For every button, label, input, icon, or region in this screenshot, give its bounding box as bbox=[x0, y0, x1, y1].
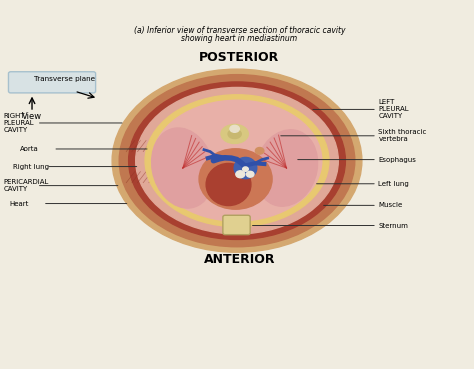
Text: showing heart in mediastinum: showing heart in mediastinum bbox=[181, 34, 297, 43]
FancyBboxPatch shape bbox=[223, 215, 250, 235]
Text: Esophagus: Esophagus bbox=[378, 156, 416, 163]
Text: Left lung: Left lung bbox=[378, 181, 409, 187]
Ellipse shape bbox=[145, 95, 329, 227]
Ellipse shape bbox=[199, 149, 272, 209]
Ellipse shape bbox=[255, 130, 318, 206]
Ellipse shape bbox=[119, 75, 355, 247]
Text: LEFT
PLEURAL
CAVITY: LEFT PLEURAL CAVITY bbox=[378, 99, 409, 120]
Ellipse shape bbox=[234, 158, 257, 179]
Text: Heart: Heart bbox=[10, 200, 29, 207]
Text: POSTERIOR: POSTERIOR bbox=[199, 51, 280, 63]
Ellipse shape bbox=[221, 124, 248, 144]
Ellipse shape bbox=[152, 100, 322, 221]
Ellipse shape bbox=[152, 128, 214, 208]
Text: RIGHT
PLEURAL
CAVITY: RIGHT PLEURAL CAVITY bbox=[4, 113, 35, 133]
Ellipse shape bbox=[246, 171, 254, 177]
Text: Muscle: Muscle bbox=[378, 202, 402, 208]
Text: ANTERIOR: ANTERIOR bbox=[204, 253, 275, 266]
Text: Sternum: Sternum bbox=[378, 223, 408, 228]
Ellipse shape bbox=[228, 130, 241, 138]
Ellipse shape bbox=[128, 82, 346, 239]
Ellipse shape bbox=[136, 87, 338, 234]
Text: PERICARDIAL
CAVITY: PERICARDIAL CAVITY bbox=[4, 179, 49, 192]
FancyBboxPatch shape bbox=[9, 72, 96, 93]
Ellipse shape bbox=[112, 69, 362, 252]
Ellipse shape bbox=[255, 148, 264, 154]
Text: Sixth thoracic
vertebra: Sixth thoracic vertebra bbox=[378, 129, 427, 142]
Text: Transverse plane: Transverse plane bbox=[35, 76, 96, 82]
Ellipse shape bbox=[243, 167, 248, 171]
Text: Aorta: Aorta bbox=[20, 146, 39, 152]
Text: View: View bbox=[22, 112, 42, 121]
Ellipse shape bbox=[230, 125, 239, 132]
Ellipse shape bbox=[206, 163, 251, 206]
Ellipse shape bbox=[236, 171, 245, 178]
Text: Right lung: Right lung bbox=[13, 163, 49, 169]
Text: (a) Inferior view of transverse section of thoracic cavity: (a) Inferior view of transverse section … bbox=[134, 26, 345, 35]
